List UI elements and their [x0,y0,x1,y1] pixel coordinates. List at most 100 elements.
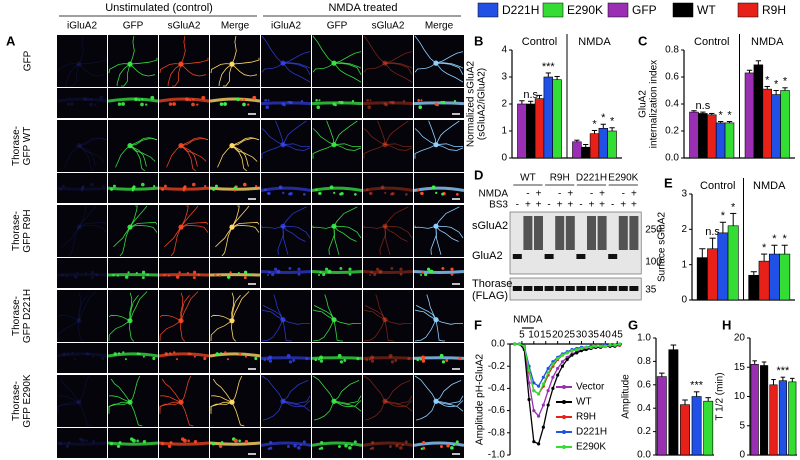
neurite [435,120,460,145]
neurite [414,225,437,229]
neurite [129,294,139,321]
y-tick-label: 3 [681,189,687,200]
y-tick-label: 0.2 [665,126,679,137]
puncta [268,355,273,360]
neurite [78,320,84,342]
neurite [282,400,311,412]
point [546,403,550,407]
y-tick-label: 1.0 [637,333,651,344]
micrograph-strip [57,88,107,118]
band [555,286,565,291]
puncta [394,359,398,362]
neurite [215,226,233,248]
point [560,360,565,364]
y-axis-label: Amplitude pH-GluA2 [475,353,486,445]
puncta [71,351,74,354]
puncta [439,445,443,448]
neurite [180,292,184,321]
dendrite [362,356,414,360]
micrograph [57,120,107,172]
neurite [180,294,190,321]
neurite [435,62,464,75]
soma [178,399,184,405]
neurite [65,63,80,87]
micrograph [57,35,107,87]
point [546,371,550,375]
puncta [388,445,392,448]
bar [778,380,787,456]
puncta [292,359,296,362]
annotation: * [774,78,779,90]
point [536,442,541,446]
lane-sign: + [631,189,637,200]
neurite [180,375,192,403]
micrograph [57,375,107,427]
neurite [328,226,335,255]
puncta [418,105,423,110]
dendrite [260,101,312,106]
dendrite [209,97,261,103]
puncta [373,272,377,277]
puncta [286,353,291,358]
legend-swatch [477,2,499,18]
y-tick-label: 2 [501,99,507,110]
neurite [231,35,237,65]
neurite [333,380,360,402]
y-tick-label: 0.8 [637,356,651,367]
x-tick-label: 40 [600,330,612,341]
puncta [420,191,424,196]
point [532,409,536,413]
puncta [136,352,140,356]
bar [668,349,679,456]
neurite [282,120,307,145]
bar [748,274,760,301]
puncta [218,274,222,277]
neurite [180,221,209,228]
micrograph-strip [57,428,107,458]
puncta [407,357,411,361]
row-label: Thorase- [11,296,22,336]
puncta [244,440,249,444]
neurite [333,225,357,242]
point [541,403,545,407]
puncta [243,270,248,274]
point [584,347,588,352]
channel-label: sGluA2 [372,21,405,32]
puncta [453,100,457,103]
neurite [171,64,182,87]
soma [280,223,286,229]
puncta [370,271,373,274]
puncta [215,352,219,356]
neurite [180,57,209,65]
puncta [391,100,395,105]
puncta [441,192,445,196]
legend-label: WT [576,397,592,408]
group-label: Control [522,36,557,48]
puncta [90,270,95,274]
puncta [271,272,275,277]
neurite [231,145,248,172]
puncta [318,99,321,102]
point [541,382,545,386]
puncta [58,442,63,446]
point [565,357,569,362]
puncta [420,447,424,451]
puncta [223,102,227,106]
puncta [91,440,96,444]
dendrite [56,352,108,358]
puncta [319,355,324,360]
soma [76,224,82,230]
band [608,286,618,291]
neurite [69,64,80,87]
point [560,353,565,357]
neurite [231,291,250,321]
point [570,349,574,353]
band [565,286,575,291]
puncta [404,440,408,444]
puncta [268,359,273,363]
puncta [175,275,180,279]
neurite [78,205,97,228]
bar [768,253,780,301]
puncta [302,193,306,196]
puncta [348,267,352,271]
